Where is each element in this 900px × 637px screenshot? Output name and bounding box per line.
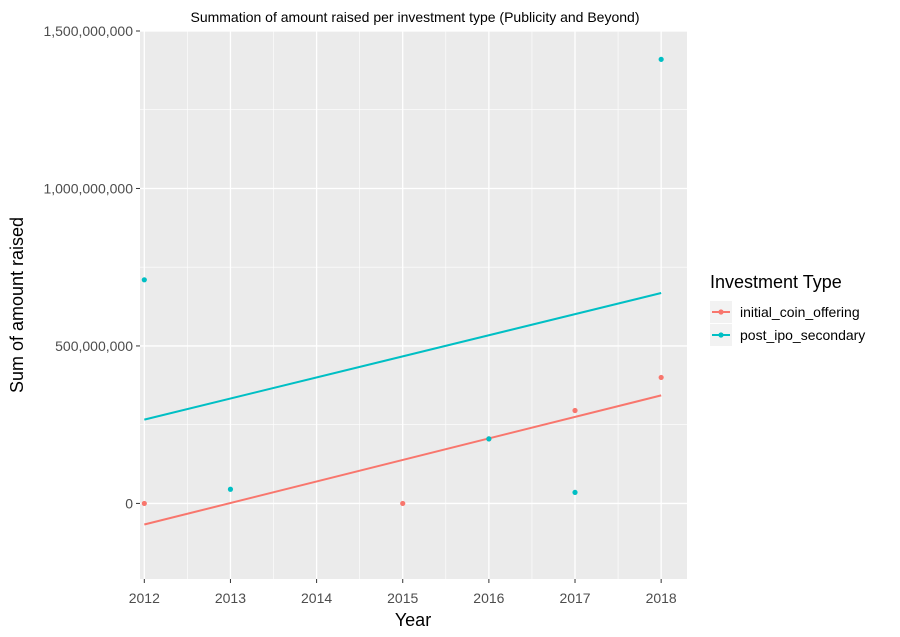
x-tick-label: 2012: [129, 590, 160, 606]
data-points: [141, 56, 664, 507]
grid-minor: [140, 31, 687, 579]
data-point-post_ipo_secondary: [141, 277, 147, 283]
x-axis: 2012 2013 2014 2015 2016 2017 2018: [129, 579, 677, 606]
x-tick-label: 2017: [559, 590, 590, 606]
chart-title: Summation of amount raised per investmen…: [190, 9, 639, 25]
trend-line-post_ipo_secondary: [144, 292, 662, 421]
legend-key-point: [718, 332, 724, 338]
x-tick-label: 2013: [215, 590, 246, 606]
x-tick-label: 2016: [473, 590, 504, 606]
data-point-post_ipo_secondary: [486, 436, 492, 442]
legend-label-post_ipo_secondary: post_ipo_secondary: [740, 327, 865, 343]
y-tick-label: 1,500,000,000: [43, 23, 133, 39]
data-point-initial_coin_offering: [141, 500, 147, 507]
grid-major: [140, 30, 687, 579]
trend-line-initial_coin_offering: [144, 394, 662, 526]
x-tick-label: 2014: [301, 590, 332, 606]
trend-lines: [144, 292, 662, 526]
data-point-post_ipo_secondary: [658, 56, 664, 62]
legend-label-initial_coin_offering: initial_coin_offering: [740, 304, 860, 320]
x-tick-label: 2015: [387, 590, 418, 606]
y-axis: 0 500,000,000 1,000,000,000 1,500,000,000: [43, 23, 140, 511]
x-tick-label: 2018: [646, 590, 677, 606]
y-axis-title: Sum of amount raised: [7, 217, 27, 393]
plot-panel: [140, 31, 687, 579]
y-tick-label: 1,000,000,000: [43, 180, 133, 196]
x-axis-title: Year: [395, 610, 431, 630]
data-point-initial_coin_offering: [658, 374, 664, 381]
data-point-initial_coin_offering: [572, 407, 578, 414]
legend-key-point: [718, 309, 724, 315]
legend-items: initial_coin_offering post_ipo_secondary: [710, 301, 865, 346]
data-point-post_ipo_secondary: [572, 489, 578, 495]
data-point-initial_coin_offering: [400, 500, 406, 507]
y-tick-label: 0: [125, 495, 133, 511]
y-tick-label: 500,000,000: [55, 338, 133, 354]
legend-title: Investment Type: [710, 272, 842, 292]
legend: Investment Type initial_coin_offeringpos…: [710, 272, 865, 346]
data-point-post_ipo_secondary: [227, 486, 234, 492]
